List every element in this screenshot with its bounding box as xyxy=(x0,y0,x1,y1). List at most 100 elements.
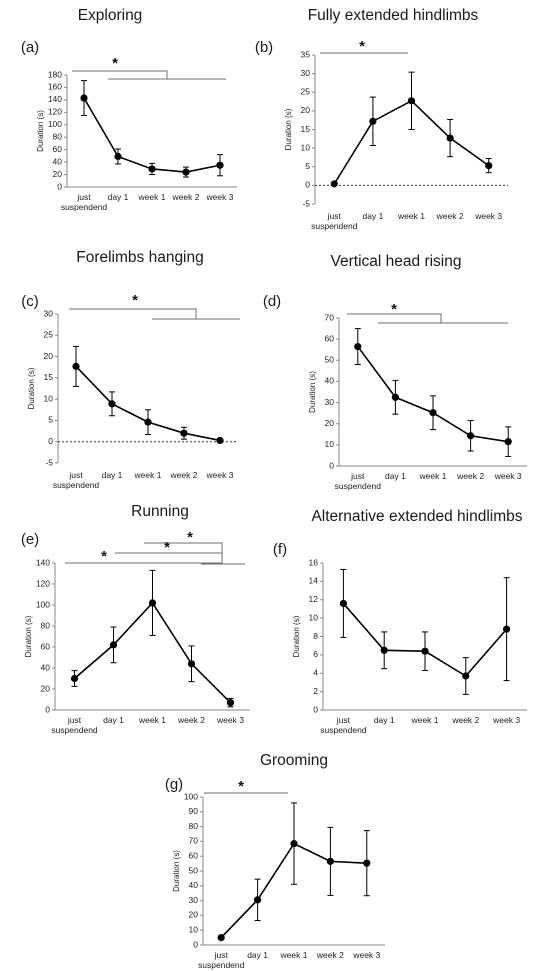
y-tick-label: 60 xyxy=(41,641,51,651)
data-point xyxy=(503,625,511,633)
chart-title: Forelimbs hanging xyxy=(76,249,204,266)
y-tick-label: 140 xyxy=(36,557,50,567)
y-tick-label: 20 xyxy=(189,910,199,920)
y-tick-label: -5 xyxy=(45,457,53,467)
data-point xyxy=(109,641,118,649)
data-point xyxy=(467,432,475,440)
data-point xyxy=(446,134,454,142)
panel-label: (b) xyxy=(255,39,273,56)
data-point xyxy=(462,672,470,680)
significance-star: * xyxy=(132,292,138,309)
data-point xyxy=(187,660,196,668)
x-tick-label: week 1 xyxy=(138,715,166,725)
data-point xyxy=(380,646,388,654)
series-line xyxy=(83,97,221,173)
chart-title: Alternative extended hindlimbs xyxy=(311,508,522,525)
y-tick-label: 30 xyxy=(325,397,335,407)
data-point xyxy=(72,362,80,370)
data-point xyxy=(216,161,224,169)
y-tick-label: 14 xyxy=(309,576,319,586)
x-tick-label: week 1 xyxy=(419,471,447,481)
y-axis-label: Duration (s) xyxy=(36,110,45,152)
x-tick-label: week 1 xyxy=(280,950,308,960)
data-point xyxy=(330,180,338,188)
data-point xyxy=(254,896,262,904)
y-tick-label: 4 xyxy=(313,668,318,678)
x-tick-label: week 2 xyxy=(436,211,464,221)
data-point xyxy=(70,674,79,683)
data-point xyxy=(339,599,347,608)
panel-label: (a) xyxy=(21,39,39,56)
x-tick-label: week 2 xyxy=(172,192,200,202)
panel-label: (g) xyxy=(165,776,183,793)
data-point xyxy=(148,599,157,607)
chart-panel-e: Running (e) 0 20 40 60 80 100 120 140 Duration (s)… xyxy=(21,503,250,735)
significance-bracket xyxy=(65,542,245,565)
significance-star: * xyxy=(164,539,170,556)
data-point xyxy=(80,94,88,102)
y-tick-label: 10 xyxy=(301,142,311,152)
x-tick-label: week 1 xyxy=(397,211,425,221)
x-tick-label: week 2 xyxy=(456,471,484,481)
significance-star: * xyxy=(187,529,193,546)
y-tick-label: 0 xyxy=(193,939,198,949)
y-tick-label: 15 xyxy=(44,372,54,382)
y-tick-label: 60 xyxy=(325,333,335,343)
y-axis-label: Duration (s) xyxy=(27,367,36,409)
y-tick-label: 25 xyxy=(44,330,54,340)
chart-panel-f: Alternative extended hindlimbs (f) 0 2 4 6 8 10… xyxy=(273,508,527,735)
y-tick-label: 100 xyxy=(184,791,198,801)
y-tick-label: 80 xyxy=(189,821,199,831)
x-tick-label: week 3 xyxy=(492,715,520,725)
x-tick-label: day 1 xyxy=(102,470,123,480)
data-point xyxy=(391,393,399,401)
chart-panel-c: Forelimbs hanging (c) -5 0 5 10 15 20 25 30 Durati… xyxy=(21,249,240,490)
y-tick-label: 10 xyxy=(325,439,335,449)
data-point xyxy=(407,97,416,105)
x-tick-label: week 2 xyxy=(451,715,479,725)
data-point xyxy=(217,934,225,942)
y-tick-label: 20 xyxy=(301,105,311,115)
x-tick-label: week 3 xyxy=(216,715,244,725)
y-tick-label: 70 xyxy=(325,312,335,322)
chart-title: Vertical head rising xyxy=(331,253,462,270)
y-tick-label: 0 xyxy=(57,181,62,191)
y-tick-label: 140 xyxy=(48,94,62,104)
x-tick-label: week 2 xyxy=(316,950,344,960)
x-tick-label: just suspendend xyxy=(51,715,98,735)
y-axis-label: Duration (s) xyxy=(284,108,293,150)
y-axis-label: Duration (s) xyxy=(172,850,181,892)
y-tick-label: 10 xyxy=(309,612,319,622)
y-tick-label: 100 xyxy=(48,119,62,129)
y-tick-label: 40 xyxy=(189,880,199,890)
y-tick-label: 80 xyxy=(41,620,51,630)
significance-bracket xyxy=(69,308,240,320)
data-point xyxy=(148,165,156,173)
y-tick-label: 80 xyxy=(53,131,63,141)
y-tick-label: 50 xyxy=(325,355,335,365)
data-point xyxy=(485,162,493,170)
x-tick-label: day 1 xyxy=(374,715,395,725)
y-tick-label: 25 xyxy=(301,87,311,97)
y-tick-label: 15 xyxy=(301,124,311,134)
y-axis-label: Duration (s) xyxy=(292,615,301,657)
x-tick-label: week 3 xyxy=(494,471,522,481)
x-tick-label: day 1 xyxy=(108,192,129,202)
data-point xyxy=(108,400,116,408)
x-tick-label: just suspendend xyxy=(53,470,100,490)
y-tick-label: 6 xyxy=(313,649,318,659)
chart-title: Fully extended hindlimbs xyxy=(308,7,479,24)
chart-panel-b: Fully extended hindlimbs (b) -5 0 5 10 15 20 25 3… xyxy=(255,7,508,231)
y-tick-label: 0 xyxy=(313,704,318,714)
data-point xyxy=(326,857,334,865)
y-tick-label: 30 xyxy=(189,895,199,905)
x-tick-label: week 3 xyxy=(474,211,502,221)
y-tick-label: 160 xyxy=(48,82,62,92)
x-tick-label: day 1 xyxy=(103,715,124,725)
y-tick-label: 60 xyxy=(53,144,63,154)
x-tick-label: week 2 xyxy=(170,470,198,480)
chart-title: Grooming xyxy=(260,752,328,769)
y-tick-label: 16 xyxy=(309,557,319,567)
x-tick-label: just suspendend xyxy=(198,950,245,970)
chart-panel-a: Exploring (a) 0 20 40 60 80 100 120 140 160 180 Dura… xyxy=(21,7,237,212)
